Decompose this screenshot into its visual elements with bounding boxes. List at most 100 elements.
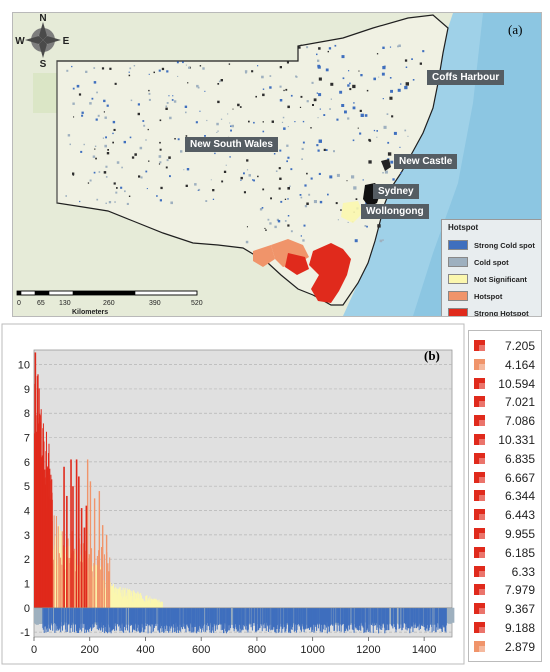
map-dot — [261, 207, 264, 209]
map-dot — [300, 235, 302, 237]
region-label: New South Wales — [185, 137, 278, 152]
map-dot — [185, 184, 188, 187]
bar — [414, 607, 416, 625]
map-dot — [300, 196, 303, 199]
map-dot — [362, 179, 364, 181]
value-text: 7.086 — [504, 414, 535, 429]
bar — [96, 607, 98, 630]
bar — [124, 607, 126, 631]
map-dot — [113, 182, 116, 185]
bar — [114, 607, 116, 624]
bar — [93, 607, 95, 628]
bar — [141, 595, 143, 608]
map-dot — [382, 239, 384, 241]
map-dot — [336, 173, 340, 177]
bar — [60, 607, 62, 633]
bar — [123, 589, 125, 608]
map-dot — [93, 67, 96, 69]
map-dot — [232, 108, 234, 110]
bar — [293, 607, 295, 632]
map-dot — [134, 153, 137, 156]
map-dot — [311, 81, 314, 84]
map-dot — [294, 121, 296, 123]
map-dot — [148, 92, 151, 95]
map-dot — [281, 121, 284, 123]
map-dot — [129, 136, 132, 139]
map-dot — [97, 114, 100, 117]
value-list-item: 4.164 — [469, 356, 541, 374]
map-dot — [262, 121, 264, 123]
map-dot — [83, 143, 85, 146]
map-dot — [121, 166, 123, 169]
map-dot — [264, 227, 266, 229]
value-swatch — [474, 377, 485, 389]
map-dot — [285, 88, 288, 91]
map-dot — [384, 170, 388, 174]
map-dot — [319, 200, 323, 204]
value-text: 10.331 — [498, 433, 535, 447]
bar — [367, 607, 369, 633]
map-dot — [290, 230, 293, 233]
map-dot — [404, 129, 407, 132]
map-dot — [104, 144, 107, 148]
value-swatch — [474, 396, 485, 408]
value-list-item: 6.443 — [469, 506, 541, 524]
map-dot — [252, 179, 254, 181]
map-dot — [344, 110, 347, 114]
map-dot — [248, 174, 251, 177]
map-dot — [79, 200, 81, 203]
bar — [297, 607, 299, 625]
value-list-item: 7.086 — [469, 412, 541, 430]
map-dot — [72, 102, 75, 105]
map-dot — [302, 120, 305, 123]
map-dot — [114, 201, 116, 203]
value-text: 7.979 — [504, 583, 535, 598]
map-dot — [148, 160, 150, 162]
map-dot — [251, 70, 254, 73]
bar — [137, 592, 139, 608]
map-dot — [205, 200, 208, 202]
nsw-boundary — [56, 14, 449, 306]
legend-swatch — [448, 308, 468, 316]
bar — [422, 607, 424, 627]
compass-rose: N S E W — [15, 13, 69, 70]
city-label-wollongong: Wollongong — [361, 204, 429, 219]
map-dot — [212, 189, 215, 192]
bar — [105, 534, 108, 608]
value-text: 9.955 — [504, 527, 535, 541]
map-dot — [148, 73, 150, 75]
map-dot — [188, 66, 191, 69]
bar — [349, 607, 351, 625]
bar — [98, 491, 101, 608]
map-dot — [373, 129, 376, 132]
map-dot — [283, 89, 285, 92]
bar — [335, 607, 337, 623]
bar — [68, 558, 70, 608]
map-dot — [94, 148, 96, 150]
map-dot — [383, 125, 387, 129]
map-dot — [303, 224, 306, 227]
map-dot — [358, 70, 360, 72]
bar — [62, 565, 64, 608]
map-dot — [337, 219, 339, 221]
map-dot — [143, 124, 146, 127]
bar — [437, 607, 439, 630]
bar — [218, 607, 220, 625]
bar — [188, 607, 190, 632]
map-dot — [217, 130, 219, 132]
bar — [269, 607, 271, 631]
map-dot — [106, 152, 110, 155]
map-dot — [405, 66, 408, 68]
map-dot — [318, 139, 322, 143]
bar — [249, 607, 251, 624]
bar — [337, 607, 339, 623]
bar — [318, 607, 320, 624]
map-dot — [195, 121, 198, 124]
bar — [280, 607, 282, 627]
map-dot — [386, 113, 389, 115]
bar — [136, 607, 138, 628]
bar — [78, 476, 80, 608]
map-dot — [306, 202, 309, 205]
bar — [116, 607, 118, 625]
